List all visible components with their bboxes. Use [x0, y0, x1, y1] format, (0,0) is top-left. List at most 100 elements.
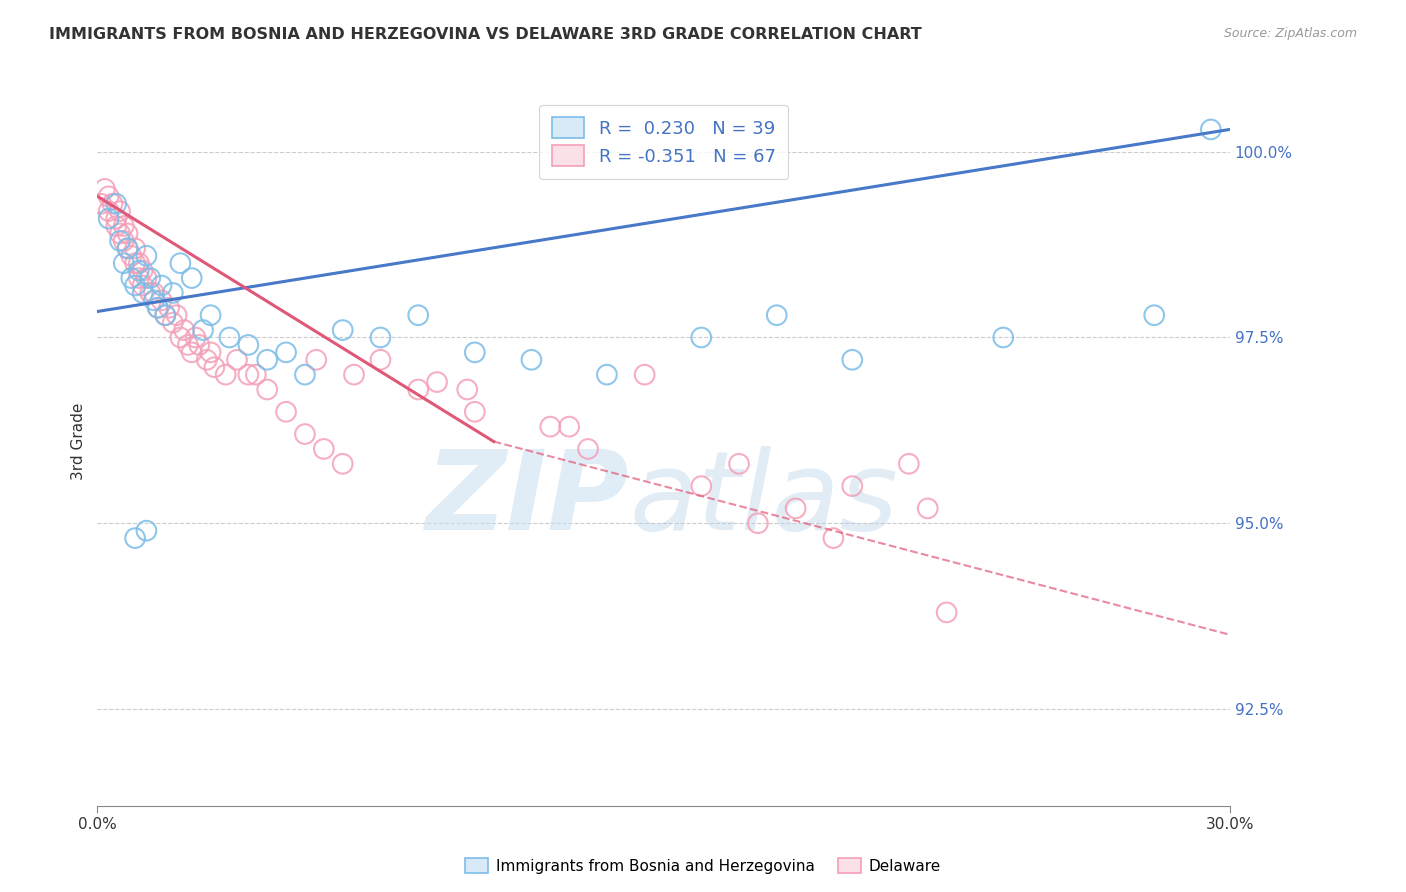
Point	[202, 360, 225, 375]
Point	[245, 368, 267, 382]
Point	[841, 352, 863, 367]
Point	[143, 293, 166, 308]
Point	[294, 368, 316, 382]
Point	[135, 524, 157, 538]
Point	[897, 457, 920, 471]
Point	[1143, 308, 1166, 322]
Point	[785, 501, 807, 516]
Point	[841, 479, 863, 493]
Point	[332, 323, 354, 337]
Point	[173, 323, 195, 337]
Point	[200, 345, 222, 359]
Point	[90, 196, 112, 211]
Point	[180, 345, 202, 359]
Point	[139, 271, 162, 285]
Point	[97, 211, 120, 226]
Point	[177, 338, 200, 352]
Point	[135, 249, 157, 263]
Point	[747, 516, 769, 531]
Text: ZIP: ZIP	[426, 446, 630, 553]
Point	[120, 249, 142, 263]
Point	[150, 278, 173, 293]
Point	[162, 285, 184, 300]
Point	[464, 405, 486, 419]
Point	[538, 419, 561, 434]
Text: IMMIGRANTS FROM BOSNIA AND HERZEGOVINA VS DELAWARE 3RD GRADE CORRELATION CHART: IMMIGRANTS FROM BOSNIA AND HERZEGOVINA V…	[49, 27, 922, 42]
Point	[101, 196, 124, 211]
Point	[135, 271, 157, 285]
Point	[131, 263, 153, 277]
Point	[94, 182, 117, 196]
Point	[188, 338, 211, 352]
Point	[917, 501, 939, 516]
Point	[128, 271, 150, 285]
Text: atlas: atlas	[630, 446, 898, 553]
Point	[426, 375, 449, 389]
Point	[105, 196, 128, 211]
Point	[117, 241, 139, 255]
Point	[576, 442, 599, 456]
Point	[274, 405, 297, 419]
Point	[124, 241, 146, 255]
Point	[162, 316, 184, 330]
Point	[108, 204, 131, 219]
Point	[993, 330, 1015, 344]
Point	[690, 479, 713, 493]
Text: Source: ZipAtlas.com: Source: ZipAtlas.com	[1223, 27, 1357, 40]
Point	[146, 301, 169, 315]
Point	[169, 330, 191, 344]
Point	[558, 419, 581, 434]
Point	[238, 338, 260, 352]
Point	[117, 227, 139, 241]
Point	[112, 219, 135, 233]
Point	[520, 352, 543, 367]
Point	[765, 308, 787, 322]
Point	[108, 234, 131, 248]
Point	[131, 285, 153, 300]
Point	[218, 330, 240, 344]
Point	[97, 189, 120, 203]
Point	[180, 271, 202, 285]
Point	[128, 256, 150, 270]
Point	[169, 256, 191, 270]
Point	[124, 278, 146, 293]
Point	[823, 531, 845, 545]
Point	[124, 256, 146, 270]
Point	[456, 383, 478, 397]
Point	[112, 234, 135, 248]
Point	[117, 241, 139, 255]
Point	[200, 308, 222, 322]
Point	[690, 330, 713, 344]
Point	[155, 308, 177, 322]
Point	[157, 301, 180, 315]
Point	[131, 278, 153, 293]
Point	[108, 227, 131, 241]
Point	[146, 301, 169, 315]
Point	[1199, 122, 1222, 136]
Point	[274, 345, 297, 359]
Point	[305, 352, 328, 367]
Point	[464, 345, 486, 359]
Point	[143, 285, 166, 300]
Point	[124, 531, 146, 545]
Point	[312, 442, 335, 456]
Legend: Immigrants from Bosnia and Herzegovina, Delaware: Immigrants from Bosnia and Herzegovina, …	[460, 852, 946, 880]
Point	[294, 427, 316, 442]
Legend: R =  0.230   N = 39, R = -0.351   N = 67: R = 0.230 N = 39, R = -0.351 N = 67	[538, 104, 789, 179]
Point	[370, 330, 392, 344]
Point	[139, 285, 162, 300]
Point	[128, 263, 150, 277]
Point	[166, 308, 188, 322]
Point	[406, 308, 429, 322]
Point	[195, 352, 218, 367]
Point	[370, 352, 392, 367]
Point	[184, 330, 207, 344]
Point	[120, 271, 142, 285]
Point	[215, 368, 238, 382]
Point	[343, 368, 366, 382]
Point	[226, 352, 249, 367]
Point	[150, 293, 173, 308]
Y-axis label: 3rd Grade: 3rd Grade	[72, 403, 86, 480]
Point	[155, 308, 177, 322]
Point	[256, 383, 278, 397]
